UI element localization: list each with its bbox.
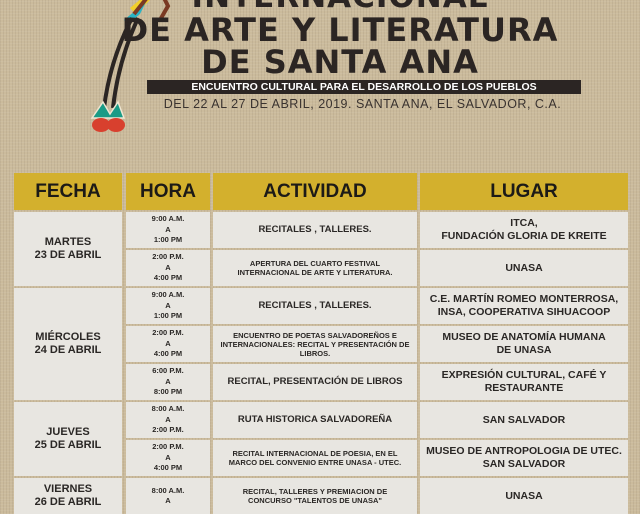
date-cell: MARTES 23 DE ABRIL — [14, 212, 122, 286]
activity-cell: ENCUENTRO DE POETAS SALVADOREÑOS E INTER… — [213, 326, 417, 362]
place-cell-text: MUSEO DE ANATOMÍA HUMANA DE UNASA — [442, 331, 606, 356]
header-fecha: FECHA — [14, 173, 122, 210]
feather-red — [92, 118, 110, 132]
tail-feather — [102, 17, 134, 109]
activity-cell-text: RUTA HISTORICA SALVADOREÑA — [237, 414, 393, 426]
place-cell-text: SAN SALVADOR — [482, 413, 566, 426]
header-lugar: LUGAR — [420, 173, 628, 210]
date-cell-text: JUEVES 25 DE ABRIL — [34, 425, 102, 451]
title-line-1: INTERNACIONAL — [20, 0, 640, 13]
header-lugar-text: LUGAR — [490, 180, 558, 202]
subtitle-banner: ENCUENTRO CULTURAL PARA EL DESARROLLO DE… — [147, 80, 581, 94]
header-actividad: ACTIVIDAD — [213, 173, 417, 210]
feather-red — [107, 118, 125, 132]
time-cell: 8:00 A.M. A — [126, 478, 210, 514]
time-cell-text: 2:00 P.M. A 4:00 PM — [152, 442, 184, 473]
activity-cell-text: RECITAL, PRESENTACIÓN DE LIBROS — [227, 376, 403, 388]
time-cell: 9:00 A.M. A 1:00 PM — [126, 212, 210, 248]
place-cell-text: UNASA — [505, 489, 543, 502]
activity-cell-text: APERTURA DEL CUARTO FESTIVAL INTERNACION… — [237, 259, 393, 277]
time-cell: 2:00 P.M. A 4:00 PM — [126, 326, 210, 362]
place-cell: C.E. MARTÍN ROMEO MONTERROSA, INSA, COOP… — [420, 288, 628, 324]
activity-cell-text: RECITAL INTERNACIONAL DE POESIA, EN EL M… — [228, 449, 402, 467]
place-cell-text: MUSEO DE ANTROPOLOGIA DE UTEC. SAN SALVA… — [426, 445, 622, 470]
header-fecha-text: FECHA — [35, 180, 101, 202]
time-cell: 2:00 P.M. A 4:00 PM — [126, 250, 210, 286]
place-cell: MUSEO DE ANTROPOLOGIA DE UTEC. SAN SALVA… — [420, 440, 628, 476]
activity-cell: RECITAL, PRESENTACIÓN DE LIBROS — [213, 364, 417, 400]
date-cell: MIÉRCOLES 24 DE ABRIL — [14, 288, 122, 400]
activity-cell: RECITALES , TALLERES. — [213, 288, 417, 324]
time-cell: 2:00 P.M. A 4:00 PM — [126, 440, 210, 476]
activity-cell: RECITAL INTERNACIONAL DE POESIA, EN EL M… — [213, 440, 417, 476]
title-line-2: DE ARTE Y LITERATURA — [121, 11, 559, 49]
place-cell-text: ITCA, FUNDACIÓN GLORIA DE KREITE — [441, 217, 607, 242]
branch — [132, 0, 171, 21]
date-cell: JUEVES 25 DE ABRIL — [14, 402, 122, 476]
date-cell-text: VIERNES 26 DE ABRIL — [34, 482, 102, 508]
time-cell: 6:00 P.M. A 8:00 PM — [126, 364, 210, 400]
header-hora-text: HORA — [140, 180, 196, 202]
place-cell: EXPRESIÓN CULTURAL, CAFÉ Y RESTAURANTE — [420, 364, 628, 400]
time-cell: 9:00 A.M. A 1:00 PM — [126, 288, 210, 324]
date-cell: VIERNES 26 DE ABRIL — [14, 478, 122, 514]
feather-tip — [90, 100, 126, 119]
time-cell-text: 2:00 P.M. A 4:00 PM — [152, 252, 184, 283]
activity-cell: APERTURA DEL CUARTO FESTIVAL INTERNACION… — [213, 250, 417, 286]
time-cell-text: 9:00 A.M. A 1:00 PM — [151, 290, 185, 321]
date-cell-text: MIÉRCOLES 24 DE ABRIL — [34, 330, 102, 356]
header-actividad-text: ACTIVIDAD — [263, 180, 367, 202]
activity-cell-text: RECITAL, TALLERES Y PREMIACION DE CONCUR… — [242, 487, 388, 505]
time-cell-text: 2:00 P.M. A 4:00 PM — [152, 328, 184, 359]
place-cell: ITCA, FUNDACIÓN GLORIA DE KREITE — [420, 212, 628, 248]
activity-cell-text: RECITALES , TALLERES. — [258, 224, 372, 236]
event-date: DEL 22 AL 27 DE ABRIL, 2019. SANTA ANA, … — [163, 97, 562, 111]
place-cell: UNASA — [420, 250, 628, 286]
place-cell: UNASA — [420, 478, 628, 514]
time-cell-text: 9:00 A.M. A 1:00 PM — [151, 214, 185, 245]
activity-cell-text: RECITALES , TALLERES. — [258, 300, 372, 312]
activity-cell: RECITAL, TALLERES Y PREMIACION DE CONCUR… — [213, 478, 417, 514]
activity-cell: RUTA HISTORICA SALVADOREÑA — [213, 402, 417, 438]
header-hora: HORA — [126, 173, 210, 210]
place-cell: SAN SALVADOR — [420, 402, 628, 438]
place-cell-text: EXPRESIÓN CULTURAL, CAFÉ Y RESTAURANTE — [441, 369, 607, 394]
place-cell-text: UNASA — [505, 261, 543, 274]
place-cell-text: C.E. MARTÍN ROMEO MONTERROSA, INSA, COOP… — [429, 293, 619, 318]
date-cell-text: MARTES 23 DE ABRIL — [34, 235, 102, 261]
time-cell-text: 8:00 A.M. A — [151, 485, 185, 506]
tail-feather — [111, 17, 140, 109]
time-cell-text: 8:00 A.M. A 2:00 P.M. — [151, 404, 185, 435]
quetzal-illustration — [90, 0, 171, 132]
place-cell: MUSEO DE ANATOMÍA HUMANA DE UNASA — [420, 326, 628, 362]
title-line-3: DE SANTA ANA — [201, 43, 479, 81]
time-cell: 8:00 A.M. A 2:00 P.M. — [126, 402, 210, 438]
time-cell-text: 6:00 P.M. A 8:00 PM — [152, 366, 184, 397]
activity-cell: RECITALES , TALLERES. — [213, 212, 417, 248]
activity-cell-text: ENCUENTRO DE POETAS SALVADOREÑOS E INTER… — [220, 330, 410, 358]
